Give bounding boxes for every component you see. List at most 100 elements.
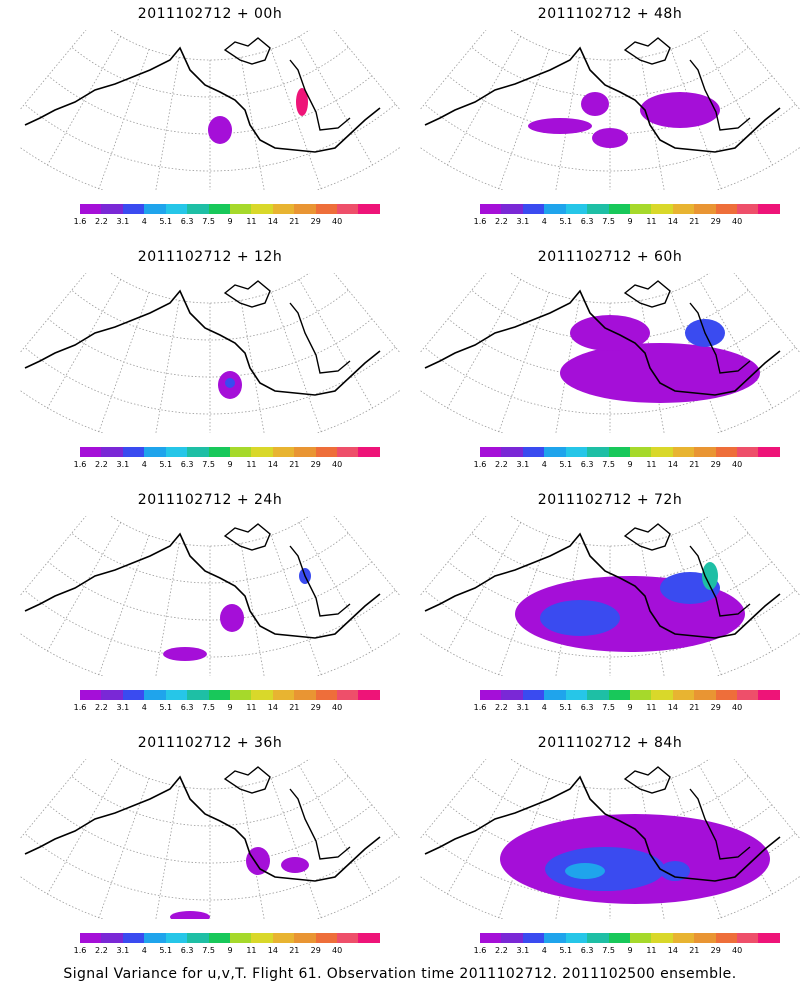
colorbar-label: 29	[710, 217, 721, 226]
arctic-islands	[623, 37, 751, 131]
latitude-gridline	[509, 759, 711, 790]
colorbar-swatch	[337, 690, 359, 700]
longitude-gridline	[46, 36, 122, 167]
colorbar-label: 7.5	[202, 460, 215, 469]
colorbar-swatch	[144, 690, 166, 700]
colorbar-swatch	[544, 933, 566, 943]
colorbar-swatch	[737, 933, 759, 943]
colorbar-labels: 1.6 2.2 3.1 4 5.1 6.3 7.5 9 11 14 21 29 40	[74, 460, 380, 472]
latitude-gridline	[47, 561, 373, 621]
variance-contour	[560, 343, 760, 403]
colorbar-label: 21	[689, 217, 700, 226]
colorbar-label: 3.1	[116, 703, 130, 712]
longitude-gridline	[46, 279, 122, 410]
variance-contour	[660, 861, 690, 881]
colorbar-swatch	[315, 690, 338, 700]
map-panel: 2011102712 + 72h 1.6 2.2 3.1 4 5.1 6.3 7.5 9 11 14…	[420, 492, 800, 732]
longitude-gridline	[270, 778, 323, 919]
colorbar-swatch	[715, 933, 738, 943]
colorbar-label: 11	[246, 217, 257, 226]
colorbar-label: 29	[310, 946, 321, 955]
colorbar-swatch	[672, 447, 695, 457]
colorbar-label: 4	[141, 703, 147, 712]
colorbar-swatch	[337, 447, 359, 457]
longitude-gridline	[698, 522, 774, 653]
variance-contour	[565, 863, 605, 879]
latitude-gridline	[47, 804, 373, 864]
panel-title: 2011102712 + 84h	[537, 735, 683, 751]
colorbar-swatch	[315, 933, 338, 943]
colorbar-label: 2.2	[495, 217, 508, 226]
longitude-gridline	[698, 765, 774, 896]
colorbar-label: 1.6	[473, 946, 487, 955]
colorbar-swatch	[187, 690, 209, 700]
colorbar-swatch	[294, 447, 316, 457]
colorbar-label: 3.1	[516, 946, 530, 955]
variance-contour	[296, 88, 308, 116]
colorbar-swatch	[101, 204, 123, 214]
colorbar-label: 9	[227, 946, 233, 955]
coastline	[24, 46, 381, 153]
colorbar-swatch	[587, 204, 609, 214]
map-panel: 2011102712 + 00h 1.6 2.2 3.1 4 5.1 6.3 7.5 9 11 14…	[20, 6, 400, 246]
colorbar-swatch	[122, 933, 145, 943]
colorbar-swatch	[165, 690, 188, 700]
arctic-islands	[623, 280, 751, 374]
colorbar-swatch	[480, 204, 502, 214]
colorbar-label: 29	[710, 460, 721, 469]
colorbar	[80, 690, 380, 700]
colorbar-swatch	[122, 204, 145, 214]
colorbar-swatch	[144, 933, 166, 943]
map-panel: 2011102712 + 24h 1.6 2.2 3.1 4 5.1 6.3 7.5 9 11 14…	[20, 492, 400, 732]
longitude-gridline	[555, 57, 580, 190]
colorbar-swatch	[501, 690, 523, 700]
colorbar-label: 4	[541, 217, 547, 226]
colorbar-label: 7.5	[202, 217, 215, 226]
colorbar-swatch	[272, 933, 295, 943]
colorbar	[480, 447, 780, 457]
colorbar-label: 9	[627, 217, 633, 226]
colorbar-swatch	[587, 690, 609, 700]
longitude-gridline	[97, 292, 150, 433]
longitude-gridline	[333, 516, 400, 597]
colorbar-label: 2.2	[95, 703, 108, 712]
longitude-gridline	[240, 786, 265, 919]
colorbar-label: 6.3	[580, 460, 594, 469]
colorbar-swatch	[565, 690, 588, 700]
longitude-gridline	[270, 49, 323, 190]
colorbar-label: 2.2	[495, 460, 508, 469]
colorbar-label: 4	[541, 946, 547, 955]
colorbar-label: 9	[227, 460, 233, 469]
longitude-gridline	[333, 30, 400, 111]
colorbar-label: 1.6	[73, 703, 87, 712]
colorbar-swatch	[122, 690, 145, 700]
colorbar-label: 21	[689, 946, 700, 955]
map-panel: 2011102712 + 84h 1.6 2.2 3.1 4 5.1 6.3 7.5 9 11 14…	[420, 735, 800, 975]
colorbar-swatch	[101, 447, 123, 457]
colorbar-swatch	[758, 447, 780, 457]
longitude-gridline	[497, 49, 550, 190]
latitude-gridline	[509, 516, 711, 547]
variance-contour	[281, 857, 309, 873]
colorbar-label: 6.3	[180, 460, 194, 469]
colorbar-swatch	[122, 447, 145, 457]
longitude-gridline	[333, 273, 400, 354]
longitude-gridline	[20, 516, 87, 597]
colorbar-swatch	[758, 690, 780, 700]
colorbar-label: 1.6	[473, 460, 487, 469]
panel-title: 2011102712 + 48h	[537, 6, 683, 22]
colorbar-label: 6.3	[180, 217, 194, 226]
colorbar-label: 40	[732, 460, 743, 469]
figure-caption: Signal Variance for u,v,T. Flight 61. Ob…	[63, 966, 737, 982]
colorbar-label: 14	[667, 217, 678, 226]
colorbar-swatch	[629, 690, 652, 700]
panel-title: 2011102712 + 24h	[137, 492, 283, 508]
colorbar-swatch	[629, 933, 652, 943]
colorbar-swatch	[208, 933, 230, 943]
colorbar-label: 11	[246, 946, 257, 955]
colorbar-swatch	[358, 933, 380, 943]
colorbar-swatch	[101, 933, 123, 943]
variance-contour	[163, 647, 207, 661]
colorbar-label: 4	[141, 217, 147, 226]
colorbar-label: 2.2	[95, 217, 108, 226]
